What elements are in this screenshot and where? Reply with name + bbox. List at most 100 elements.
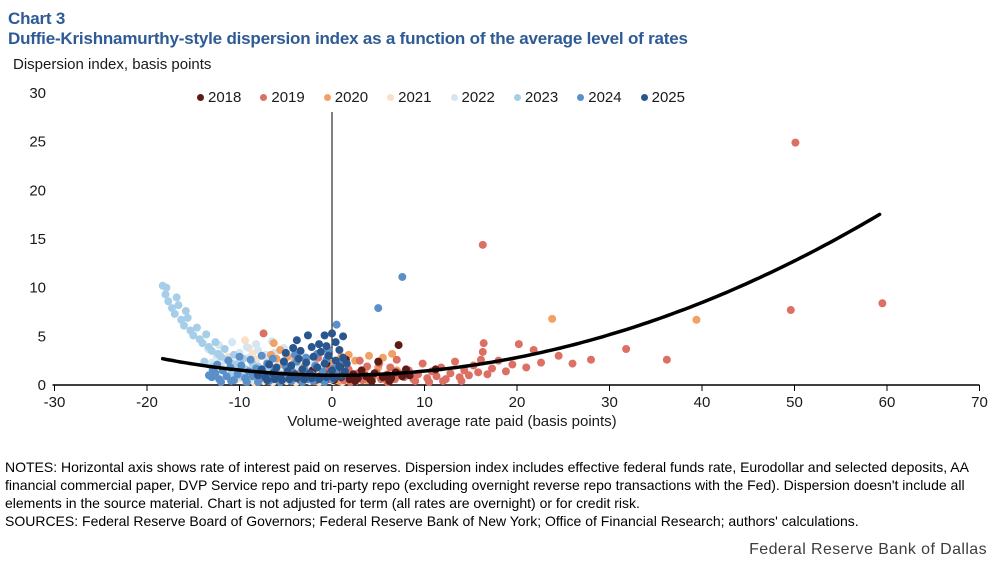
data-point <box>296 346 305 355</box>
data-point <box>242 378 251 387</box>
legend-label: 2025 <box>651 89 685 106</box>
data-point <box>386 363 395 372</box>
data-point <box>246 355 255 364</box>
x-tick-label: -30 <box>44 394 66 411</box>
legend-item-2020: 2020 <box>323 89 369 106</box>
data-point <box>342 359 351 368</box>
data-point <box>392 355 401 364</box>
legend-item-2019: 2019 <box>260 89 305 106</box>
trend-curve <box>160 212 882 378</box>
data-point <box>328 329 336 338</box>
data-point <box>351 377 360 386</box>
y-tick-label: 0 <box>38 377 46 394</box>
y-tick-label: 30 <box>29 85 46 102</box>
data-point <box>411 377 420 386</box>
data-point <box>791 138 800 147</box>
data-point <box>313 363 322 372</box>
data-point <box>692 315 701 324</box>
data-point <box>451 357 460 366</box>
legend-label: 2020 <box>334 89 369 106</box>
data-point <box>181 307 190 316</box>
data-point <box>252 340 261 349</box>
x-tick-label: 10 <box>416 394 433 411</box>
data-point <box>622 344 631 353</box>
data-point <box>164 297 173 306</box>
legend-dot-icon <box>387 94 395 101</box>
data-point <box>320 359 329 368</box>
data-point <box>418 359 427 368</box>
x-axis-title: Volume-weighted average rate paid (basis… <box>287 413 617 430</box>
data-point <box>374 357 383 366</box>
x-tick-label: 40 <box>694 394 711 411</box>
data-point <box>307 343 316 352</box>
chart-number: Chart 3 <box>8 9 66 28</box>
data-point <box>211 338 220 347</box>
data-point <box>878 299 887 308</box>
y-tick-label: 20 <box>29 182 46 199</box>
legend-dot-icon <box>577 94 585 101</box>
data-point <box>322 342 331 351</box>
data-point <box>331 356 340 365</box>
data-point <box>432 372 441 381</box>
sources-text: SOURCES: Federal Reserve Board of Govern… <box>5 513 859 529</box>
notes-block: NOTES: Horizontal axis shows rate of int… <box>5 458 993 530</box>
data-point <box>501 367 510 376</box>
legend-item-2022: 2022 <box>450 89 495 106</box>
legend-dot-icon <box>450 94 458 101</box>
data-point <box>300 375 309 384</box>
data-point <box>335 345 344 354</box>
legend-label: 2018 <box>208 89 242 106</box>
legend-dot-icon <box>513 94 521 101</box>
legend-item-2025: 2025 <box>640 89 685 106</box>
x-tick-label: -20 <box>136 394 158 411</box>
legend-item-2023: 2023 <box>513 89 559 106</box>
data-point <box>394 341 403 350</box>
data-point <box>254 378 262 387</box>
data-point <box>302 358 311 367</box>
x-tick-label: 50 <box>786 394 803 411</box>
data-point <box>294 354 303 363</box>
y-tick-label: 15 <box>29 231 46 248</box>
data-point <box>522 363 531 372</box>
data-point <box>298 365 307 374</box>
data-point <box>259 329 268 338</box>
data-point <box>242 343 251 352</box>
x-tick-label: 30 <box>601 394 618 411</box>
data-point <box>207 346 216 355</box>
data-point <box>332 320 341 329</box>
data-point <box>220 344 229 353</box>
data-point <box>270 375 279 384</box>
data-point <box>357 366 366 375</box>
data-point <box>476 355 485 364</box>
data-point <box>548 314 557 323</box>
data-point <box>339 353 348 362</box>
data-point <box>224 356 233 365</box>
data-point <box>228 338 237 347</box>
legend-item-2024: 2024 <box>577 89 622 106</box>
data-point <box>292 336 301 345</box>
x-tick-label: 60 <box>879 394 896 411</box>
data-point <box>198 339 207 348</box>
y-tick-label: 5 <box>38 328 46 345</box>
data-point <box>335 362 344 371</box>
data-point <box>309 352 318 361</box>
data-point <box>514 340 523 349</box>
data-point <box>272 363 281 372</box>
data-point <box>227 377 236 386</box>
data-point <box>315 340 324 349</box>
data-point <box>425 378 434 387</box>
data-point <box>483 370 492 379</box>
data-point <box>202 330 211 339</box>
data-point <box>457 377 466 386</box>
data-point <box>257 351 266 360</box>
data-point <box>478 347 487 356</box>
y-tick-label: 25 <box>29 134 46 151</box>
legend-label: 2023 <box>524 89 559 106</box>
data-point <box>279 357 288 366</box>
data-point <box>235 352 244 361</box>
data-point <box>340 367 349 376</box>
data-point <box>320 331 329 340</box>
data-point <box>233 370 242 379</box>
legend-dot-icon <box>197 94 204 101</box>
